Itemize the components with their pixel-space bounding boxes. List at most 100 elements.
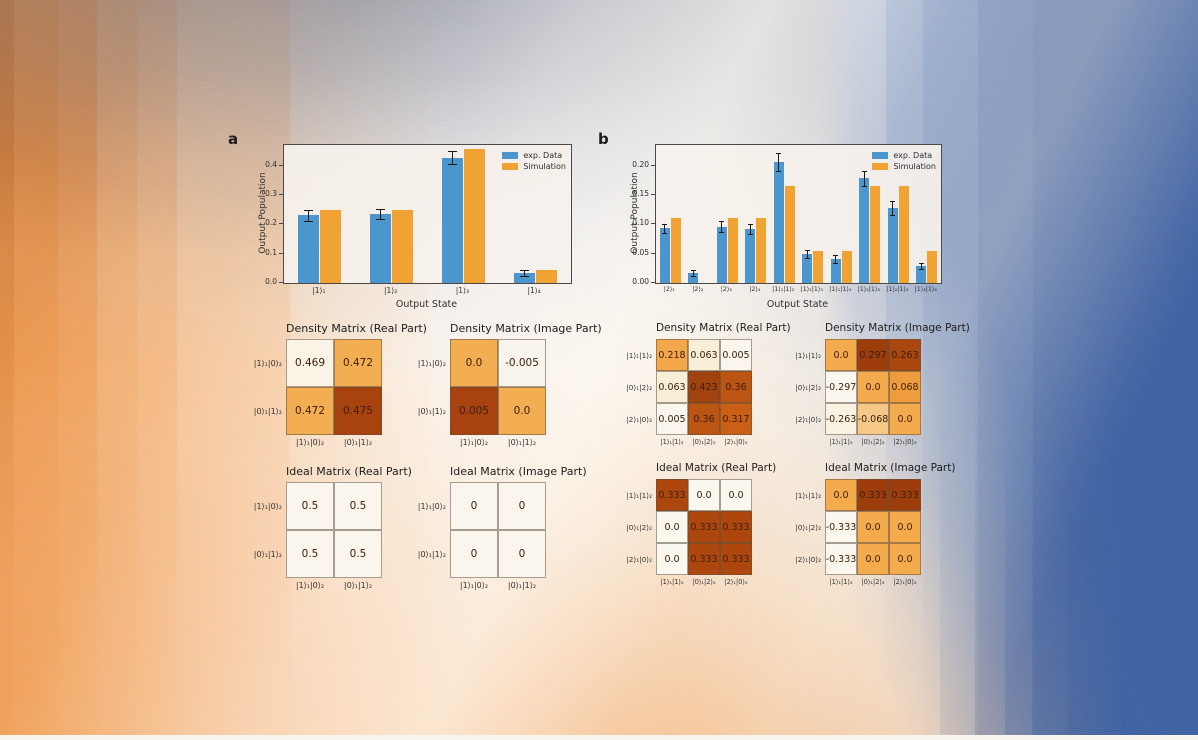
- matrix-cell: 0.0: [857, 543, 889, 575]
- bar-exp-data: [916, 265, 927, 283]
- matrix-title: Density Matrix (Real Part): [656, 322, 791, 334]
- matrix-cell: 0.0: [688, 479, 720, 511]
- matrix-cell: 0.472: [286, 387, 334, 435]
- matrix-col-label: |1⟩₁|0⟩₂: [295, 581, 325, 590]
- matrix-cell: 0.063: [656, 371, 688, 403]
- matrix-row-label: |2⟩₁|0⟩₂: [795, 414, 821, 424]
- legend-label: exp. Data: [523, 151, 563, 160]
- matrix-row-label: |0⟩₁|2⟩₂: [626, 522, 652, 532]
- matrix-cell: 0.5: [334, 530, 382, 578]
- error-bar-cap: [918, 268, 924, 270]
- bar-exp-data: [802, 253, 813, 283]
- matrix-col-label: |1⟩₁|1⟩₂: [829, 438, 853, 446]
- error-bar-cap: [861, 185, 867, 187]
- error-bar: [523, 270, 525, 277]
- matrix-cell: 0.0: [720, 479, 752, 511]
- y-tick-label: 0.20: [632, 159, 649, 169]
- x-tick-label: |1⟩₄: [527, 286, 541, 295]
- x-tick-label: |1⟩₃|1⟩₄: [914, 286, 937, 293]
- matrix-title: Ideal Matrix (Image Part): [825, 462, 956, 474]
- matrix-cell: 0: [450, 530, 498, 578]
- bar-simulation: [535, 269, 557, 283]
- matrix-cell: 0.475: [334, 387, 382, 435]
- matrix-title: Ideal Matrix (Image Part): [450, 465, 587, 478]
- legend: exp. Data Simulation: [502, 149, 566, 173]
- legend: exp. Data Simulation: [872, 149, 936, 173]
- y-tick-mark: [651, 252, 655, 254]
- matrix-cell: 0.297: [857, 339, 889, 371]
- y-tick-mark: [279, 282, 283, 283]
- matrix-row-label: |1⟩₁|0⟩₂: [253, 358, 282, 368]
- matrix-cell: -0.297: [825, 371, 857, 403]
- y-tick-label: 0.05: [632, 247, 649, 257]
- error-bar: [892, 200, 894, 215]
- error-bar: [308, 210, 310, 221]
- matrix-cell: -0.068: [857, 403, 889, 435]
- matrix-cell: 0.068: [889, 371, 921, 403]
- x-tick-label: |1⟩₂|1⟩₄: [886, 286, 909, 293]
- legend-item: exp. Data: [502, 151, 566, 160]
- matrix-cell: 0.0: [450, 339, 498, 387]
- legend-swatch: [872, 163, 889, 170]
- error-bar-cap: [833, 254, 839, 256]
- error-bar-cap: [747, 223, 753, 225]
- x-tick-label: |2⟩₄: [749, 286, 761, 293]
- error-bar: [863, 171, 865, 186]
- x-axis-label: Output State: [395, 299, 458, 310]
- matrix-title: Ideal Matrix (Real Part): [286, 465, 412, 478]
- matrix-cell: 0.333: [720, 543, 752, 575]
- error-bar-cap: [304, 220, 314, 222]
- bar-simulation: [463, 148, 485, 283]
- matrix-row-label: |0⟩₁|1⟩₂: [417, 549, 446, 559]
- matrix-col-label: |2⟩₁|0⟩₂: [724, 578, 748, 586]
- error-bar-cap: [861, 171, 867, 173]
- matrix-cell: 0.472: [334, 339, 382, 387]
- legend-item: Simulation: [872, 162, 936, 171]
- matrix-cell: 0.36: [720, 371, 752, 403]
- bar-simulation: [870, 185, 881, 283]
- matrix-row-label: |2⟩₁|0⟩₂: [795, 554, 821, 564]
- matrix-cell: 0.333: [656, 479, 688, 511]
- matrix-row-label: |1⟩₁|1⟩₂: [795, 490, 821, 500]
- error-bar: [806, 249, 808, 258]
- matrix-cell: 0.36: [688, 403, 720, 435]
- matrix-cell: 0.263: [889, 339, 921, 371]
- matrix-cell: 0.0: [857, 511, 889, 543]
- matrix-cell: 0.0: [656, 543, 688, 575]
- y-tick-mark: [651, 282, 655, 283]
- matrix-col-label: |2⟩₁|0⟩₂: [893, 578, 917, 586]
- matrix-row-label: |0⟩₁|1⟩₂: [417, 406, 446, 416]
- x-tick-label: |1⟩₁|1⟩₄: [829, 286, 852, 293]
- matrix-row-label: |2⟩₁|0⟩₂: [626, 554, 652, 564]
- matrix-row-label: |1⟩₁|0⟩₂: [417, 358, 446, 368]
- y-tick-mark: [279, 223, 283, 225]
- error-bar-cap: [747, 234, 753, 236]
- error-bar: [380, 208, 382, 220]
- panel-b-label: b: [598, 130, 609, 148]
- error-bar-cap: [662, 233, 668, 235]
- matrix-row-label: |1⟩₁|0⟩₂: [253, 501, 282, 511]
- matrix-row-label: |1⟩₁|1⟩₂: [626, 490, 652, 500]
- y-tick-label: 0.00: [632, 277, 649, 286]
- matrix-col-label: |0⟩₁|2⟩₂: [692, 578, 716, 586]
- error-bar: [835, 254, 837, 264]
- matrix-row-label: |0⟩₁|1⟩₂: [253, 549, 282, 559]
- matrix-title: Density Matrix (Image Part): [825, 322, 970, 334]
- x-tick-label: |2⟩₂: [692, 286, 704, 293]
- matrix-cell: -0.005: [498, 339, 546, 387]
- y-axis-label: Output Population: [258, 172, 268, 254]
- matrix-cell: 0.0: [857, 371, 889, 403]
- matrix-cell: 0.005: [656, 403, 688, 435]
- bar-simulation: [392, 209, 414, 283]
- matrix-cell: 0.469: [286, 339, 334, 387]
- error-bar-cap: [376, 208, 386, 210]
- matrix-row-label: |2⟩₁|0⟩₂: [626, 414, 652, 424]
- matrix-cell: 0.333: [889, 479, 921, 511]
- x-tick-label: |1⟩₁|1⟩₂: [772, 286, 795, 293]
- bar-exp-data: [830, 258, 841, 283]
- bar-exp-data: [745, 228, 756, 283]
- matrix-cell: -0.333: [825, 543, 857, 575]
- error-bar-cap: [890, 200, 896, 202]
- x-tick-label: |1⟩₃: [455, 286, 469, 295]
